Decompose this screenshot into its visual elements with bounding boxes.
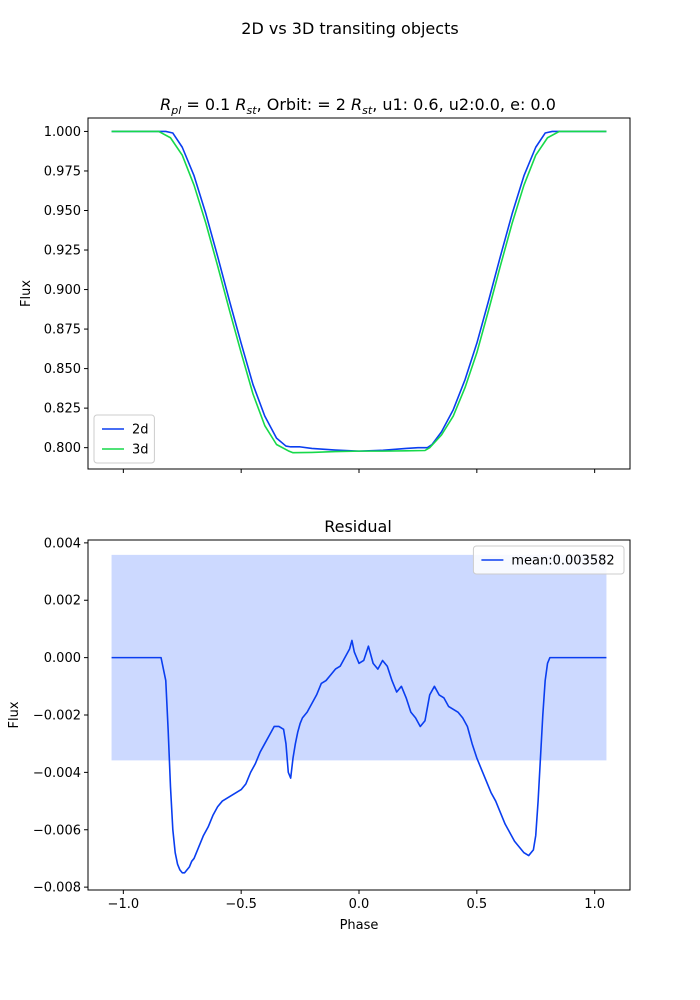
legend-box: [472, 545, 625, 575]
y-tick-label: 0.975: [44, 164, 81, 179]
title-st-subscript: st: [247, 104, 258, 117]
x-tick-label: 0.0: [349, 897, 370, 912]
series-line-3d: [111, 130, 607, 454]
title-r-symbol: R: [160, 95, 171, 114]
y-tick-label: 0.950: [44, 204, 81, 219]
x-tick-label: 1.0: [584, 897, 605, 912]
title-r-symbol-2: R: [235, 95, 246, 114]
title-pl-subscript: pl: [170, 104, 181, 117]
y-tick-label: 0.875: [44, 323, 81, 338]
y-axis-label: Flux: [19, 280, 34, 307]
title-params: , u1: 0.6, u2:0.0, e: 0.0: [372, 95, 556, 114]
residual-band: [111, 554, 607, 761]
legend: mean:0.003582: [472, 545, 625, 575]
y-tick-label: 1.000: [44, 125, 81, 140]
x-tick-label: 0.5: [466, 897, 487, 912]
y-tick-label: 0.000: [44, 651, 81, 666]
y-tick-label: 0.825: [44, 402, 81, 417]
x-tick-label: −1.0: [108, 897, 140, 912]
y-tick-label: −0.006: [33, 823, 81, 838]
y-tick-label: 0.850: [44, 362, 81, 377]
title-st-subscript-2: st: [362, 104, 373, 117]
y-axis-label: Flux: [7, 701, 22, 728]
bottom-plot-title: Residual: [324, 517, 392, 536]
x-axis-label: Phase: [340, 918, 379, 933]
legend-label: mean:0.003582: [511, 554, 614, 569]
y-tick-label: 0.800: [44, 441, 81, 456]
y-tick-label: −0.004: [33, 766, 81, 781]
y-tick-label: 0.900: [44, 283, 81, 298]
legend-label: 2d: [132, 423, 149, 438]
title-radius-value: = 0.1: [181, 95, 235, 114]
top-plot: Rpl = 0.1 Rst, Orbit: = 2 Rst, u1: 0.6, …: [19, 95, 631, 473]
figure-title: 2D vs 3D transiting objects: [241, 19, 458, 38]
y-tick-label: 0.002: [44, 594, 81, 609]
legend-label: 3d: [132, 443, 149, 458]
legend-box: [93, 414, 155, 464]
y-tick-label: −0.008: [33, 881, 81, 896]
title-orbit: , Orbit: = 2: [257, 95, 351, 114]
y-tick-label: 0.004: [44, 536, 81, 551]
series-line-residual: [111, 639, 607, 874]
x-tick-label: −0.5: [225, 897, 257, 912]
top-plot-title: Rpl = 0.1 Rst, Orbit: = 2 Rst, u1: 0.6, …: [160, 95, 556, 117]
bottom-plot: Residual −1.0 −0.5 0.0 0.5 1.0 −0.008 −0.006 −0…: [7, 517, 631, 933]
y-tick-label: 0.925: [44, 244, 81, 259]
title-r-symbol-3: R: [351, 95, 362, 114]
y-tick-label: −0.002: [33, 709, 81, 724]
